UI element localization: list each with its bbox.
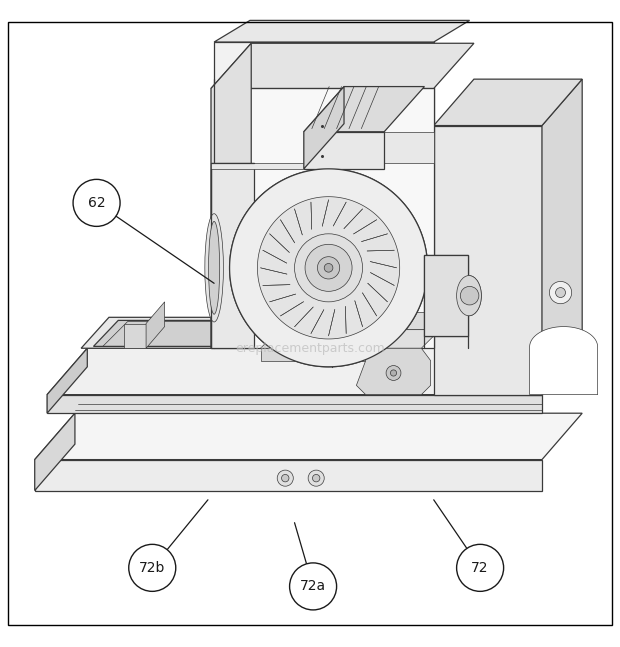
Circle shape	[324, 263, 333, 272]
Text: 72a: 72a	[300, 580, 326, 593]
Polygon shape	[434, 79, 582, 126]
Polygon shape	[35, 413, 582, 459]
Polygon shape	[260, 348, 422, 360]
Polygon shape	[214, 21, 469, 42]
Ellipse shape	[208, 221, 219, 314]
Polygon shape	[35, 413, 75, 490]
Circle shape	[294, 234, 363, 302]
Polygon shape	[211, 43, 251, 348]
Polygon shape	[81, 317, 344, 348]
Text: ereplacementparts.com: ereplacementparts.com	[235, 342, 385, 355]
Text: 62: 62	[88, 196, 105, 210]
Polygon shape	[125, 324, 146, 348]
Polygon shape	[542, 79, 582, 395]
Polygon shape	[356, 348, 431, 395]
Circle shape	[290, 563, 337, 610]
Polygon shape	[211, 43, 474, 89]
Circle shape	[456, 544, 503, 591]
Circle shape	[277, 470, 293, 486]
Polygon shape	[425, 256, 467, 336]
Circle shape	[73, 179, 120, 226]
Polygon shape	[211, 162, 254, 348]
Circle shape	[324, 263, 333, 272]
Polygon shape	[211, 132, 434, 169]
Text: 72b: 72b	[139, 561, 166, 575]
Polygon shape	[304, 132, 384, 169]
Circle shape	[308, 470, 324, 486]
Ellipse shape	[205, 214, 223, 322]
Polygon shape	[260, 330, 440, 348]
Polygon shape	[304, 87, 425, 132]
Circle shape	[460, 287, 479, 305]
Polygon shape	[214, 42, 434, 348]
Polygon shape	[146, 302, 165, 348]
Circle shape	[294, 234, 363, 302]
Polygon shape	[257, 197, 400, 339]
Circle shape	[129, 544, 175, 591]
Polygon shape	[47, 348, 87, 413]
Circle shape	[317, 257, 340, 279]
Circle shape	[549, 281, 572, 303]
Polygon shape	[304, 87, 344, 169]
Polygon shape	[35, 459, 542, 490]
Polygon shape	[260, 313, 457, 330]
Circle shape	[312, 474, 320, 482]
Circle shape	[317, 257, 340, 279]
Circle shape	[281, 474, 289, 482]
Polygon shape	[229, 169, 428, 367]
Polygon shape	[94, 320, 329, 346]
Polygon shape	[425, 256, 467, 336]
Circle shape	[460, 287, 479, 305]
Polygon shape	[434, 126, 542, 395]
Circle shape	[391, 370, 397, 376]
Polygon shape	[229, 169, 428, 367]
Ellipse shape	[456, 276, 481, 316]
Polygon shape	[529, 327, 598, 395]
Circle shape	[305, 245, 352, 291]
Polygon shape	[211, 89, 434, 348]
Circle shape	[319, 234, 326, 240]
Polygon shape	[47, 395, 542, 413]
Ellipse shape	[456, 276, 481, 316]
Text: 72: 72	[471, 561, 489, 575]
Circle shape	[315, 230, 330, 245]
Circle shape	[305, 245, 352, 291]
Polygon shape	[47, 348, 582, 395]
Circle shape	[556, 288, 565, 298]
Circle shape	[386, 366, 401, 380]
